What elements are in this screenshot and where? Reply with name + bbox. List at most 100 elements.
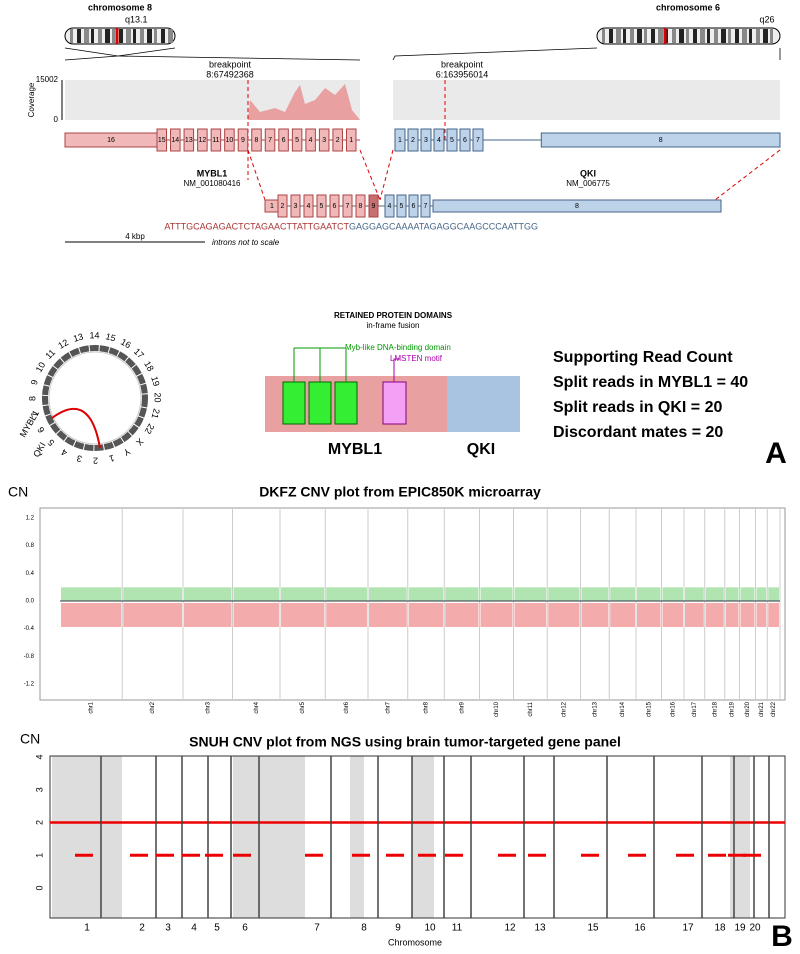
gain-band xyxy=(685,587,704,602)
band xyxy=(742,29,747,43)
circos-ring xyxy=(42,345,148,451)
loss-segment xyxy=(205,853,223,857)
scale-note: introns not to scale xyxy=(212,238,280,247)
domain xyxy=(282,381,306,425)
exon xyxy=(433,128,445,152)
y-tick-label: -0.8 xyxy=(24,654,35,660)
band xyxy=(77,29,81,43)
x-tick-label: 13 xyxy=(534,923,546,934)
x-tick-label: 9 xyxy=(395,923,401,934)
band xyxy=(686,29,689,43)
x-tick-label: 4 xyxy=(191,923,197,934)
x-tick-label: chr10 xyxy=(494,701,500,717)
gain-band xyxy=(123,587,182,602)
exon-label: 3 xyxy=(424,137,428,144)
band xyxy=(602,29,605,43)
tick-label: 0 xyxy=(54,115,59,124)
circos-label: 20 xyxy=(153,392,163,402)
loss-segment xyxy=(182,853,200,857)
exon xyxy=(459,128,471,152)
x-tick-label: 11 xyxy=(452,923,463,934)
x-tick-label: 1 xyxy=(84,923,90,934)
loss-band xyxy=(610,603,635,627)
exon xyxy=(432,199,722,213)
gain-band xyxy=(705,587,724,602)
exon-label: 4 xyxy=(388,203,392,210)
circos-label: 4 xyxy=(60,447,69,458)
band xyxy=(84,29,89,43)
exon xyxy=(342,194,353,218)
gain-band xyxy=(610,587,635,602)
exon-label: 13 xyxy=(185,137,193,144)
exon-label: 1 xyxy=(398,137,402,144)
exon xyxy=(251,128,262,152)
loss-segment xyxy=(676,853,694,857)
exon-label: 3 xyxy=(322,137,326,144)
exon xyxy=(408,194,419,218)
plot-frame xyxy=(49,755,786,919)
exon xyxy=(446,128,458,152)
band xyxy=(763,29,768,43)
gene-name: QKI xyxy=(580,168,596,178)
exon-label: 8 xyxy=(659,137,663,144)
circos-label: X xyxy=(134,436,145,447)
exon-label: 5 xyxy=(400,203,404,210)
shade xyxy=(412,756,434,918)
band xyxy=(154,29,157,43)
gain-band xyxy=(581,587,609,602)
x-tick-label: 12 xyxy=(504,923,516,934)
x-tick-label: chr2 xyxy=(150,701,156,713)
shade xyxy=(730,756,750,918)
circos-label: 2 xyxy=(93,456,98,466)
gene-name: MYBL1 xyxy=(197,168,228,178)
band-name: q26 xyxy=(759,14,774,24)
exon-label: 14 xyxy=(171,137,179,144)
circos-label: 3 xyxy=(76,453,83,464)
circos-label: 13 xyxy=(72,331,84,343)
loss-band xyxy=(662,603,683,627)
gain-band xyxy=(756,587,767,602)
band xyxy=(770,29,773,43)
gain-band xyxy=(408,587,444,602)
circos-label: 1 xyxy=(108,453,116,464)
x-tick-label: chr1 xyxy=(89,701,95,713)
x-tick-label: 17 xyxy=(682,923,694,934)
y-tick-label: -1.2 xyxy=(24,682,35,688)
exon xyxy=(291,128,303,152)
coverage-box xyxy=(393,80,780,120)
shade xyxy=(52,756,122,918)
fusion-guide xyxy=(359,149,381,201)
gain-band xyxy=(184,587,232,602)
band xyxy=(105,29,110,43)
shade xyxy=(283,756,305,918)
x-tick-label: 8 xyxy=(361,923,367,934)
fusion-guide xyxy=(379,149,394,201)
x-tick-label: 10 xyxy=(424,923,436,934)
x-tick-label: 7 xyxy=(314,923,320,934)
gain-band xyxy=(725,587,739,602)
band xyxy=(133,29,136,43)
exon xyxy=(332,128,343,152)
protein-right xyxy=(447,376,520,432)
exon xyxy=(396,194,407,218)
exon-label: 6 xyxy=(412,203,416,210)
y-tick-label: 3 xyxy=(34,787,44,792)
band xyxy=(630,29,634,43)
band xyxy=(679,29,684,43)
exon-label: 4 xyxy=(307,203,311,210)
gain-band xyxy=(662,587,683,602)
exon-label: 6 xyxy=(333,203,337,210)
y-tick-label: -0.4 xyxy=(24,626,35,632)
loss-band xyxy=(725,603,739,627)
exon-label: 9 xyxy=(372,203,376,210)
x-tick-label: chr12 xyxy=(561,701,567,717)
band xyxy=(714,29,718,43)
gain-band xyxy=(768,587,779,602)
exon-label: 8 xyxy=(359,203,363,210)
loss-segment xyxy=(708,853,726,857)
gain-band xyxy=(740,587,755,602)
exon xyxy=(305,128,316,152)
exon-label: 5 xyxy=(450,137,454,144)
